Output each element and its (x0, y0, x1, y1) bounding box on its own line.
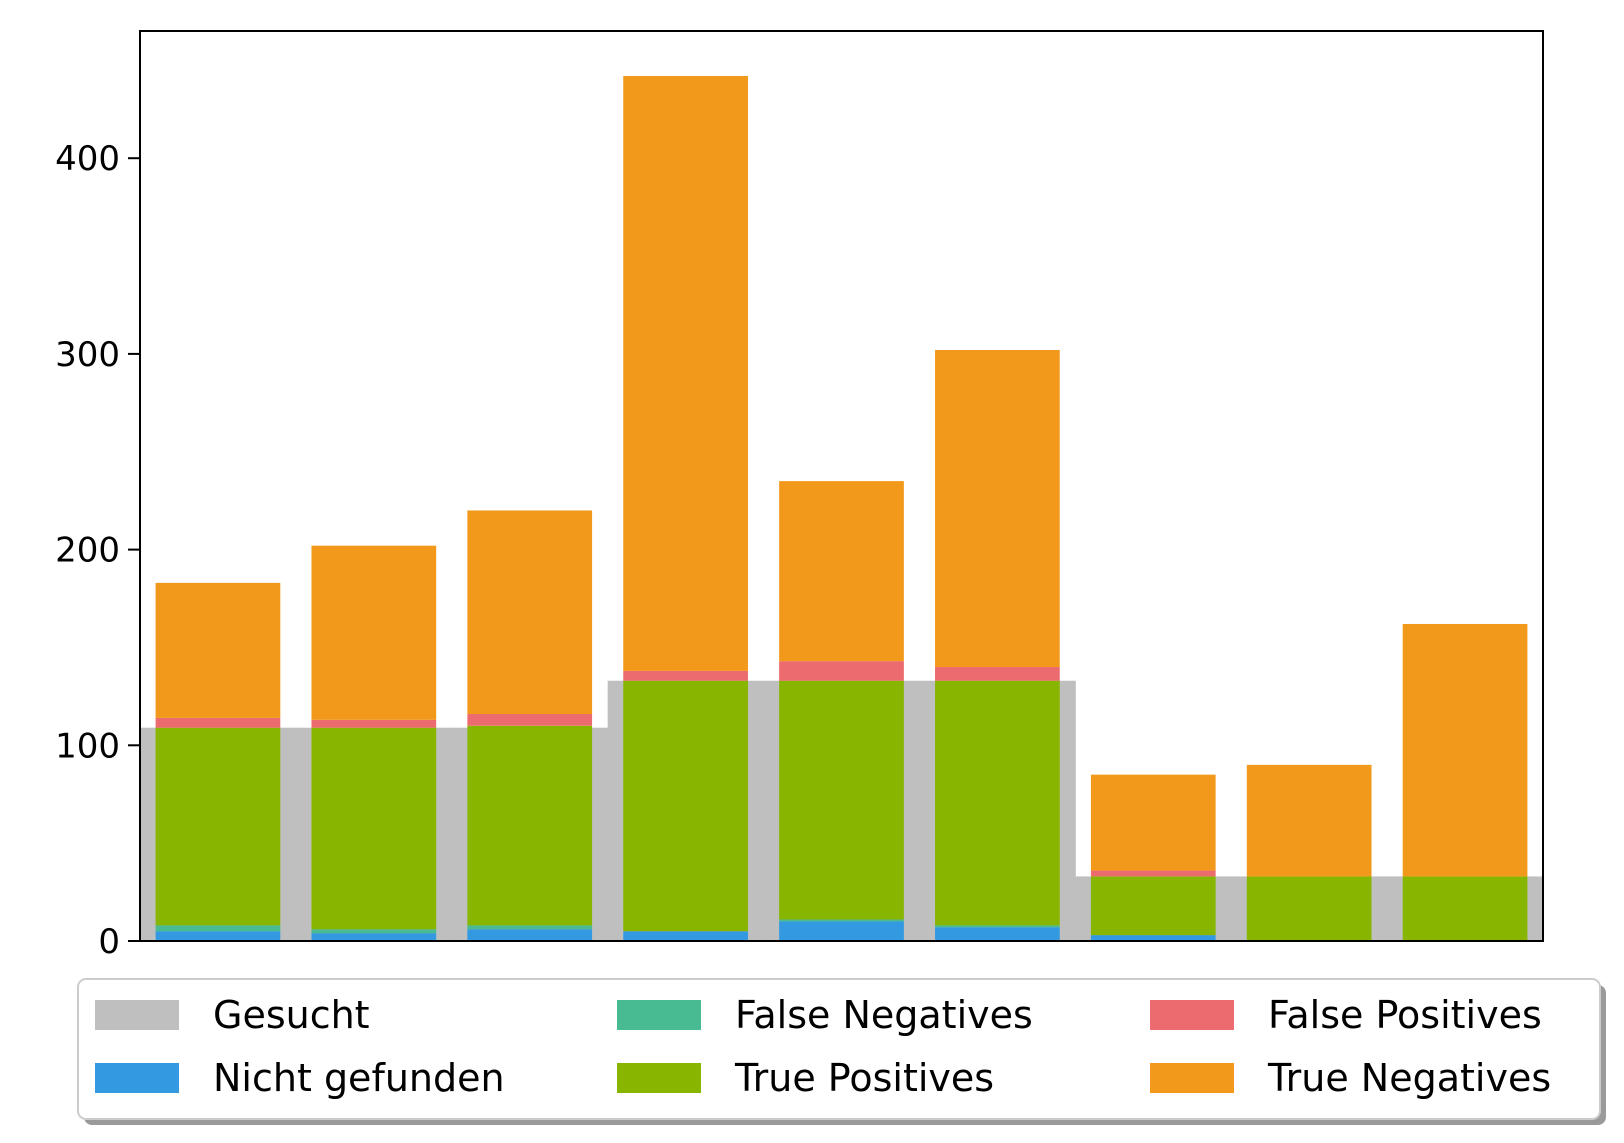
y-tick-label: 0 (98, 922, 120, 962)
y-tick-label: 400 (55, 139, 120, 179)
nicht-gefunden-bar-segment (467, 929, 593, 941)
legend-swatch-false-negatives (617, 1000, 701, 1030)
legend-swatch-true-negatives (1150, 1063, 1234, 1093)
nicht-gefunden-bar-segment (311, 933, 437, 941)
legend: Gesucht False Negatives False Positives Nic… (77, 978, 1606, 1125)
true-positives-bar-segment (311, 727, 437, 930)
true-positives-bar-segment (1246, 876, 1372, 941)
legend-swatch-true-positives (617, 1063, 701, 1093)
y-tick-label: 100 (55, 726, 120, 766)
true-negatives-bar-segment (779, 481, 904, 662)
legend-label-gesucht: Gesucht (213, 993, 370, 1037)
false-negatives-bar-segment (467, 925, 593, 930)
legend-label-nicht-gefunden: Nicht gefunden (213, 1056, 505, 1100)
false-positives-bar-segment (935, 667, 1060, 681)
legend-label-false-negatives: False Negatives (735, 993, 1033, 1037)
true-positives-bar-segment (1402, 876, 1528, 941)
false-positives-bar-segment (623, 670, 748, 681)
legend-label-true-negatives: True Negatives (1267, 1056, 1551, 1100)
plot-area (140, 76, 1544, 941)
legend-label-false-positives: False Positives (1268, 993, 1542, 1037)
true-positives-bar-segment (155, 727, 281, 926)
false-positives-bar-segment (467, 713, 593, 726)
legend-swatch-false-positives (1150, 1000, 1234, 1030)
nicht-gefunden-bar-segment (623, 931, 748, 941)
true-positives-bar-segment (467, 725, 593, 926)
true-negatives-bar-segment (155, 582, 281, 718)
true-negatives-bar-segment (1402, 623, 1528, 877)
true-positives-bar-segment (623, 680, 748, 932)
false-positives-bar-segment (155, 717, 281, 728)
true-positives-bar-segment (1090, 876, 1216, 936)
nicht-gefunden-bar-segment (779, 921, 904, 941)
true-negatives-bar-segment (623, 76, 748, 671)
true-negatives-bar-segment (467, 510, 593, 714)
axes-frame (139, 30, 1544, 942)
nicht-gefunden-bar-segment (935, 927, 1060, 941)
false-negatives-bar-segment (779, 919, 904, 922)
true-negatives-bar-segment (311, 545, 437, 720)
legend-swatch-nicht-gefunden (95, 1063, 179, 1093)
legend-swatch-gesucht (95, 1000, 179, 1030)
axes: 0 100 200 300 400 (55, 30, 1544, 962)
nicht-gefunden-bar-segment (1090, 935, 1216, 941)
true-positives-bar-segment (935, 680, 1060, 926)
true-negatives-bar-segment (935, 349, 1060, 668)
legend-label-true-positives: True Positives (734, 1056, 994, 1100)
false-negatives-bar-segment (935, 925, 1060, 928)
false-negatives-bar-segment (155, 925, 281, 932)
false-positives-bar-segment (311, 719, 437, 728)
true-negatives-bar-segment (1246, 764, 1372, 877)
false-positives-bar-segment (779, 661, 904, 681)
y-tick-label: 300 (55, 335, 120, 375)
y-tick-label: 200 (55, 531, 120, 571)
nicht-gefunden-bar-segment (155, 931, 281, 941)
true-negatives-bar-segment (1090, 774, 1216, 871)
false-negatives-bar-segment (311, 929, 437, 934)
false-positives-bar-segment (1090, 870, 1216, 877)
true-positives-bar-segment (779, 680, 904, 920)
